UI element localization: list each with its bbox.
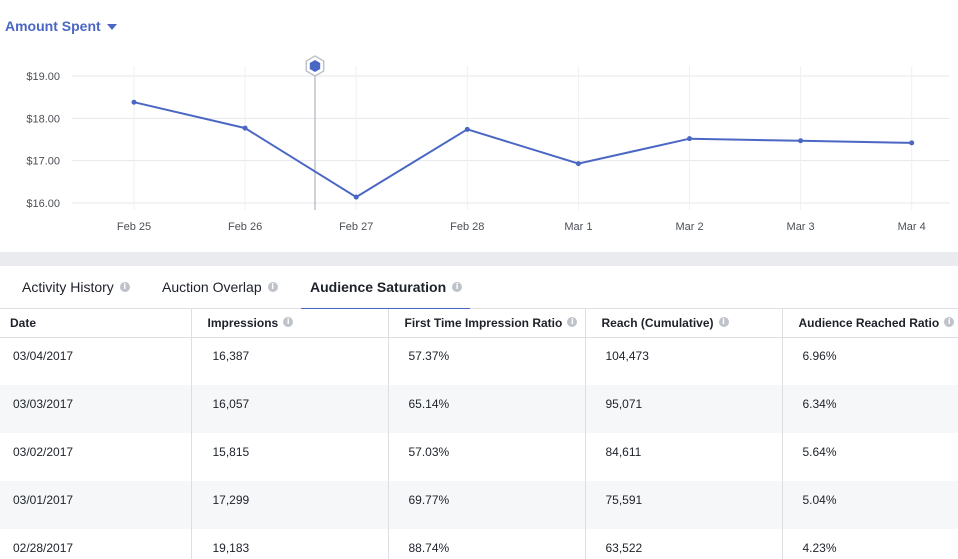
info-icon[interactable] [452,281,463,293]
cell-impressions: 15,815 [191,433,389,481]
caret-down-icon [106,24,117,30]
table-row: 03/02/2017 15,815 57.03% 84,611 5.64% [0,433,958,481]
cell-audience-reached-ratio: 6.34% [782,385,958,433]
y-tick-label: $17.00 [26,156,60,168]
y-tick-label: $16.00 [26,198,60,210]
cell-reach: 84,611 [585,433,783,481]
data-point [131,99,137,105]
cell-first-time-impression-ratio: 65.14% [388,385,586,433]
section-divider [0,252,958,266]
info-icon[interactable] [119,281,130,293]
info-icon[interactable] [283,316,294,328]
metric-dropdown-label: Amount Spent [5,18,101,34]
cell-impressions: 16,057 [191,385,389,433]
cell-first-time-impression-ratio: 88.74% [388,529,586,559]
column-header-label: Impressions [207,315,279,330]
data-point [575,161,581,167]
cell-audience-reached-ratio: 6.96% [802,349,837,364]
cell-audience-reached-ratio: 5.04% [782,481,958,529]
tab-audience-saturation[interactable]: Audience Saturation [301,266,471,310]
metric-dropdown[interactable]: Amount Spent [5,18,117,34]
tab-label: Auction Overlap [162,279,262,295]
cell-date: 03/04/2017 [0,337,192,385]
series-line [133,101,912,199]
line-chart: $19.00 $18.00 $17.00 $16.00 Feb 25 Feb 26 Feb … [26,55,950,233]
data-point [909,140,915,146]
tab-bar: Activity History Auction Overlap Audienc… [0,266,958,310]
column-header-label: Audience Reached Ratio [798,315,940,330]
cell-reach: 104,473 [585,337,783,385]
info-icon[interactable] [944,316,955,328]
info-icon[interactable] [267,281,278,293]
data-point [687,136,692,142]
info-icon[interactable] [567,316,578,328]
cell-impressions: 17,299 [191,481,389,529]
cell-reach: 75,591 [585,481,783,529]
cell-reach: 63,522 [585,529,783,559]
data-point [798,138,804,144]
cell-date: 03/01/2017 [0,481,192,529]
column-header-label: First Time Impression Ratio [404,315,563,330]
x-tick-label: Mar 4 [898,221,926,233]
tab-auction-overlap[interactable]: Auction Overlap [162,266,278,308]
x-tick-label: Feb 28 [450,221,484,233]
info-icon[interactable] [718,316,729,328]
table-header-row: Date Impressions First Time Impression R… [0,309,958,338]
column-header-reach-cumulative[interactable]: Reach (Cumulative) [585,309,783,338]
x-tick-label: Mar 3 [787,221,815,233]
column-header-date[interactable]: Date [0,309,192,338]
data-point [242,125,248,131]
audience-saturation-table: Date Impressions First Time Impression R… [0,309,958,559]
cell-reach: 95,071 [585,385,783,433]
tab-activity-history[interactable]: Activity History [22,266,130,308]
cell-impressions: 19,183 [191,529,389,559]
table-row: 03/04/2017 16,387 57.37% 104,473 6.96% [0,337,958,385]
tab-label: Audience Saturation [310,279,447,295]
cell-date: 02/28/2017 [0,529,192,559]
x-tick-label: Feb 27 [339,221,373,233]
hexagon-marker-inner [309,60,321,72]
cell-date: 03/02/2017 [0,433,192,481]
column-header-first-time-impression-ratio[interactable]: First Time Impression Ratio [388,309,586,338]
column-header-impressions[interactable]: Impressions [191,309,389,338]
x-tick-label: Mar 1 [564,221,592,233]
data-point [353,194,359,200]
cell-first-time-impression-ratio: 69.77% [388,481,586,529]
table-row: 03/03/2017 16,057 65.14% 95,071 6.34% [0,385,958,433]
column-header-audience-reached-ratio[interactable]: Audience Reached Ratio [782,309,958,338]
cell-audience-reached-ratio: 5.64% [802,445,837,459]
data-point [464,126,470,132]
x-tick-label: Feb 26 [228,221,262,233]
x-tick-label: Feb 25 [117,221,151,233]
x-tick-label: Mar 2 [675,221,703,233]
cell-audience-reached-ratio: 4.23% [802,541,837,555]
column-header-label: Reach (Cumulative) [601,315,714,330]
cell-date: 03/03/2017 [0,385,192,433]
cell-impressions: 16,387 [191,337,389,385]
y-tick-label: $19.00 [26,71,60,83]
tab-label: Activity History [22,279,114,295]
table-row: 03/01/2017 17,299 69.77% 75,591 5.04% [0,481,958,529]
cell-first-time-impression-ratio: 57.03% [388,433,586,481]
table-row: 02/28/2017 19,183 88.74% 63,522 4.23% [0,529,958,559]
cell-first-time-impression-ratio: 57.37% [388,337,586,385]
chart-panel: Amount Spent $19.00 $18.00 $17.00 $16.00 Feb… [0,0,958,262]
column-header-label: Date [10,315,37,330]
y-tick-label: $18.00 [26,113,60,125]
